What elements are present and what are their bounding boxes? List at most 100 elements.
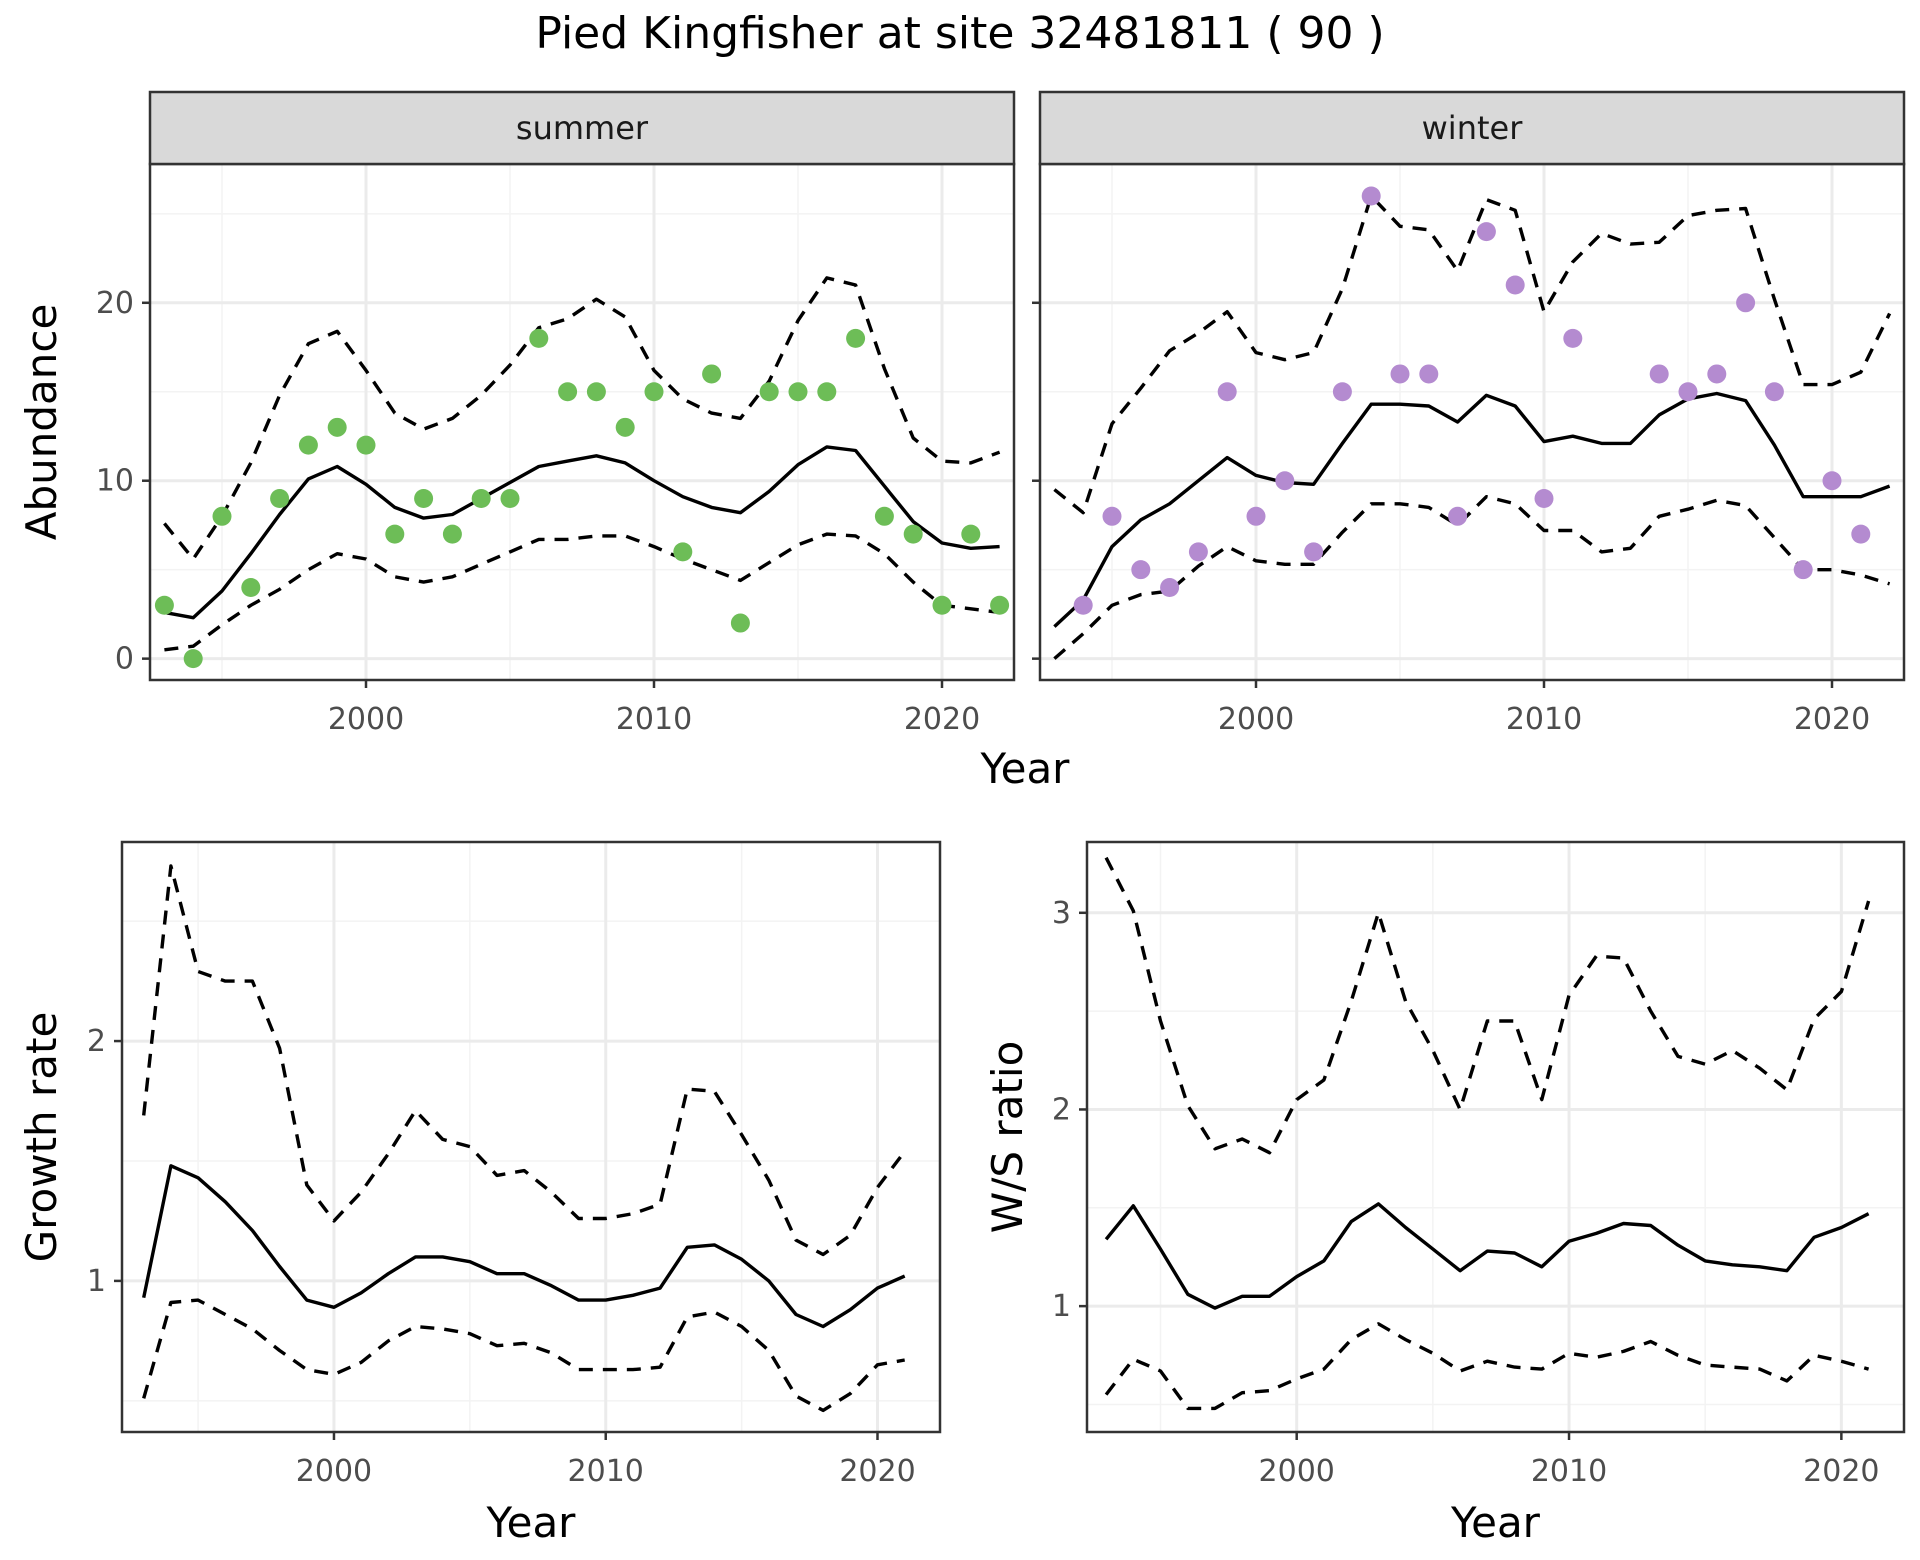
data-point <box>212 506 232 526</box>
data-point <box>1390 364 1410 384</box>
data-point <box>903 524 923 544</box>
data-point <box>442 524 462 544</box>
data-point <box>644 382 664 402</box>
x-tick-label: 2000 <box>1218 702 1294 737</box>
data-point <box>1534 489 1554 509</box>
data-point <box>673 542 693 562</box>
x-axis-title: Year <box>1450 1498 1541 1547</box>
data-point <box>1073 595 1093 615</box>
x-tick-label: 2010 <box>1531 1454 1607 1489</box>
growth-rate-panel: 2000 2010 2020 1 2 Growth rate Year <box>17 840 942 1547</box>
data-point <box>615 417 635 437</box>
data-point <box>356 435 376 455</box>
shared-x-axis-title: Year <box>980 744 1071 793</box>
panel-border <box>1085 840 1906 1434</box>
x-tick-label: 2020 <box>1803 1454 1879 1489</box>
x-tick-label: 2010 <box>1506 702 1582 737</box>
data-point <box>414 489 434 509</box>
ci-bound-line <box>142 864 907 1257</box>
x-tick-label: 2020 <box>904 702 980 737</box>
data-point <box>817 382 837 402</box>
figure-title: Pied Kingfisher at site 32481811 ( 90 ) <box>535 8 1384 59</box>
facet-strip <box>148 90 1016 166</box>
data-point <box>1246 506 1266 526</box>
facet-strip-label: winter <box>1422 109 1524 147</box>
data-point <box>1102 506 1122 526</box>
data-point <box>154 595 174 615</box>
data-point <box>1131 560 1151 580</box>
y-tick-label: 1 <box>1052 1289 1071 1324</box>
data-point <box>558 382 578 402</box>
y-tick-label: 2 <box>87 1024 106 1059</box>
data-point <box>270 489 290 509</box>
data-point <box>1678 382 1698 402</box>
data-point <box>846 328 866 348</box>
x-tick-label: 2000 <box>1259 1454 1335 1489</box>
data-point <box>759 382 779 402</box>
facet-strip <box>1038 90 1906 166</box>
data-point <box>1275 471 1295 491</box>
data-point <box>1736 293 1756 313</box>
ci-bound-line <box>1104 1322 1870 1411</box>
x-tick-label: 2010 <box>568 1454 644 1489</box>
data-point <box>1851 524 1871 544</box>
data-point <box>1217 382 1237 402</box>
ci-bound-line <box>163 276 1001 561</box>
data-point <box>241 577 261 597</box>
plot-background <box>1087 842 1904 1432</box>
y-tick-label: 20 <box>96 286 134 321</box>
ci-bound-line <box>142 1298 905 1413</box>
trend-line <box>164 445 1000 620</box>
panel-border <box>120 840 942 1434</box>
data-point <box>1419 364 1439 384</box>
ci-bound-line <box>1053 495 1891 660</box>
data-point <box>471 489 491 509</box>
plot-background <box>1040 164 1904 680</box>
y-tick-label: 3 <box>1052 896 1071 931</box>
data-point <box>874 506 894 526</box>
winter-abundance-panel: winter 2000 2010 2020 <box>1032 90 1906 737</box>
trend-line <box>1053 391 1891 628</box>
x-tick-label: 2000 <box>296 1454 372 1489</box>
x-tick-label: 2010 <box>616 702 692 737</box>
y-axis-title: Abundance <box>17 304 66 541</box>
data-point <box>961 524 981 544</box>
data-point <box>1649 364 1669 384</box>
y-tick-label: 1 <box>87 1264 106 1299</box>
y-tick-label: 0 <box>115 642 134 677</box>
data-point <box>1188 542 1208 562</box>
ci-bound-line <box>1053 194 1892 515</box>
data-point <box>1793 560 1813 580</box>
data-point <box>385 524 405 544</box>
data-point <box>1160 577 1180 597</box>
data-point <box>788 382 808 402</box>
plot-background <box>122 842 940 1432</box>
x-tick-label: 2000 <box>328 702 404 737</box>
data-point <box>1361 186 1381 206</box>
data-point <box>1304 542 1324 562</box>
data-point <box>1563 328 1583 348</box>
data-point <box>327 417 347 437</box>
summer-abundance-panel: summer 2000 2010 2020 0 10 20 Abundance <box>17 90 1016 737</box>
y-tick-label: 10 <box>96 464 134 499</box>
y-tick-label: 2 <box>1052 1092 1071 1127</box>
data-point <box>586 382 606 402</box>
data-point <box>500 489 520 509</box>
data-point <box>1707 364 1727 384</box>
ci-bound-line <box>1104 856 1871 1155</box>
data-point <box>990 595 1010 615</box>
data-point <box>183 649 203 669</box>
data-point <box>1764 382 1784 402</box>
data-point <box>298 435 318 455</box>
facet-strip-label: summer <box>516 109 649 147</box>
data-point <box>1505 275 1525 295</box>
data-point <box>529 328 549 348</box>
y-axis-title: Growth rate <box>17 1012 66 1263</box>
trend-line <box>1104 1202 1870 1310</box>
data-point <box>932 595 952 615</box>
data-point <box>730 613 750 633</box>
data-point <box>1448 506 1468 526</box>
data-point <box>1332 382 1352 402</box>
x-tick-label: 2020 <box>1794 702 1870 737</box>
